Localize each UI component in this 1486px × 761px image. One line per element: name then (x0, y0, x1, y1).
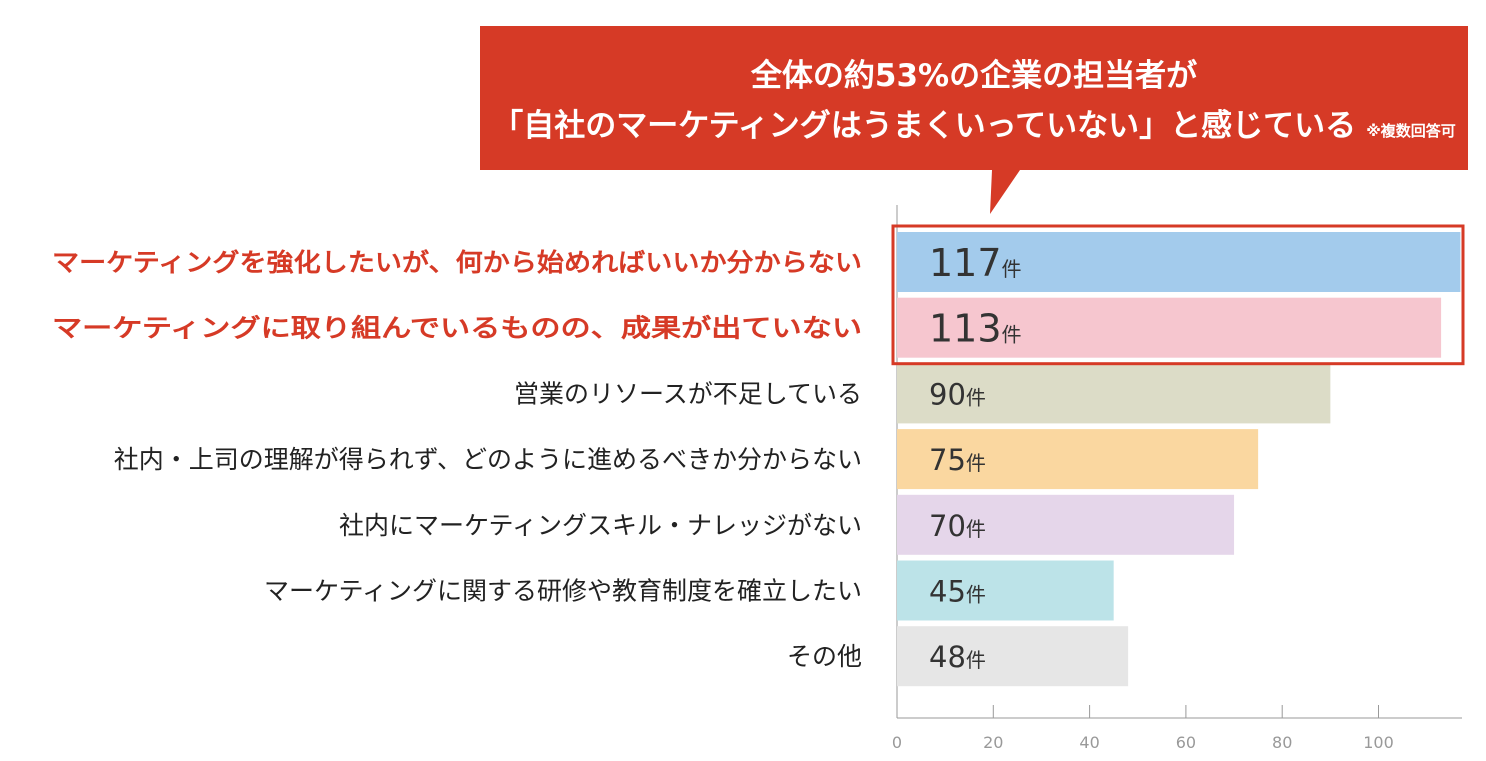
bar-3 (897, 429, 1259, 490)
x-tick-label-0: 0 (892, 733, 902, 752)
callout-box (480, 26, 1468, 214)
bar-1 (897, 297, 1442, 358)
headline-callout (480, 26, 1468, 214)
category-label-2: 営業のリソースが不足している (514, 379, 862, 408)
x-tick-label-4: 80 (1272, 733, 1292, 752)
x-tick-label-3: 60 (1176, 733, 1196, 752)
bar-2 (897, 363, 1331, 424)
category-label-0: マーケティングを強化したいが、何から始めればいいか分からない (52, 248, 862, 277)
bar-6 (897, 626, 1129, 687)
value-label-5: 45件 (929, 575, 986, 609)
bar-4 (897, 494, 1235, 555)
value-label-2: 90件 (929, 377, 986, 411)
value-label-4: 70件 (929, 509, 986, 543)
category-label-6: その他 (787, 642, 862, 671)
category-label-5: マーケティングに関する研修や教育制度を確立したい (264, 577, 862, 606)
x-tick-label-5: 100 (1363, 733, 1394, 752)
value-label-1: 113件 (929, 307, 1022, 351)
bar-0 (897, 232, 1461, 292)
bar-5 (897, 560, 1114, 621)
category-label-3: 社内・上司の理解が得られず、どのように進めるべきか分からない (114, 445, 862, 474)
value-label-6: 48件 (929, 640, 986, 674)
category-label-4: 社内にマーケティングスキル・ナレッジがない (339, 511, 862, 540)
x-tick-label-2: 40 (1079, 733, 1099, 752)
headline-main-text: 「自社のマーケティングはうまくいっていない」と感じている (492, 108, 1357, 144)
x-tick-label-1: 20 (983, 733, 1003, 752)
value-label-3: 75件 (929, 443, 986, 477)
headline-line-2: 「自社のマーケティングはうまくいっていない」と感じている ※複数回答可 (480, 100, 1468, 145)
headline-line-1: 全体の約53%の企業の担当者が (750, 58, 1198, 94)
multiple-answers-note: ※複数回答可 (1366, 122, 1456, 140)
value-label-0: 117件 (929, 241, 1022, 285)
category-label-1: マーケティングに取り組んでいるものの、成果が出ていない (52, 314, 862, 343)
highlight-frame (891, 224, 1465, 366)
